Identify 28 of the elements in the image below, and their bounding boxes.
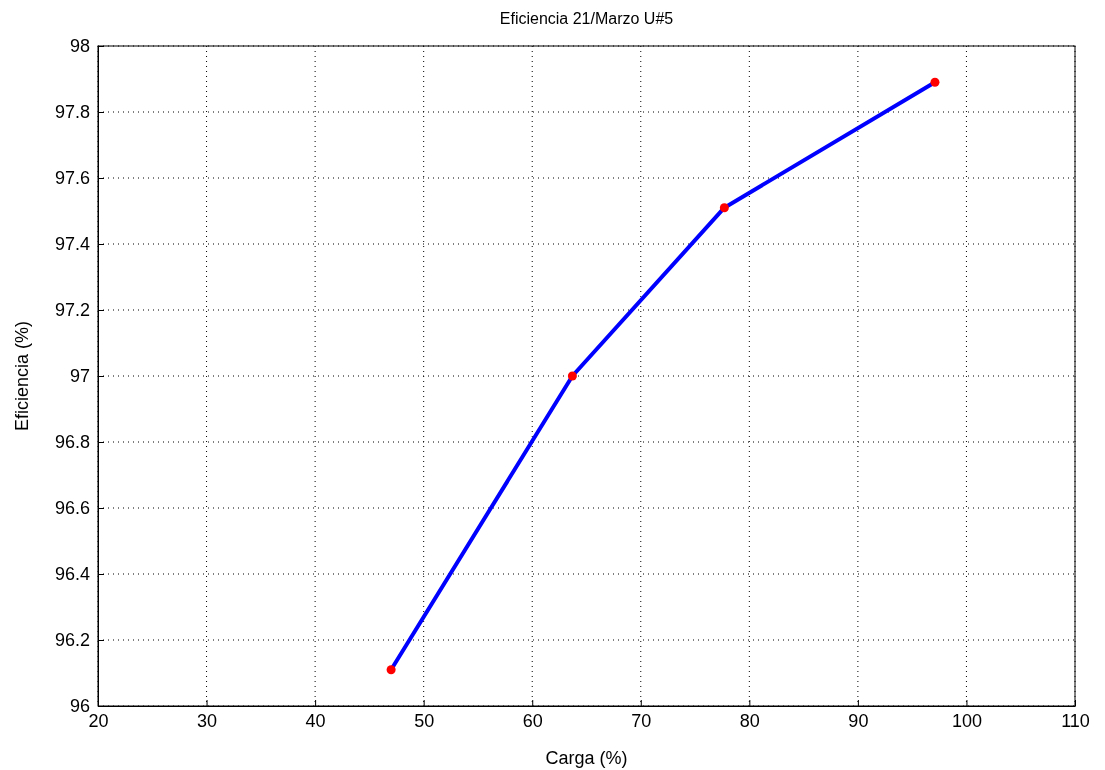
y-tick-label: 96.6 bbox=[54, 498, 90, 519]
x-tick-label: 60 bbox=[522, 710, 543, 731]
y-axis-title: Eficiencia (%) bbox=[12, 320, 32, 432]
y-tick-label: 96.8 bbox=[54, 432, 90, 453]
x-tick-label: 90 bbox=[848, 710, 869, 731]
x-axis-title: Carga (%) bbox=[545, 748, 628, 768]
point bbox=[930, 77, 940, 87]
y-tick-label: 96 bbox=[69, 696, 90, 717]
y-tick-label: 98 bbox=[69, 36, 90, 57]
point bbox=[719, 203, 729, 213]
y-tick-label: 97 bbox=[69, 366, 90, 387]
x-tick-label: 50 bbox=[414, 710, 435, 731]
point bbox=[386, 665, 396, 675]
x-tick-label: 20 bbox=[88, 710, 109, 731]
x-tick-label: 110 bbox=[1061, 710, 1090, 731]
y-tick-label: 97.2 bbox=[54, 300, 90, 321]
x-tick-label: 30 bbox=[197, 710, 218, 731]
chart-title: Eficiencia 21/Marzo U#5 bbox=[499, 10, 674, 27]
y-tick-label: 96.2 bbox=[54, 630, 90, 651]
y-tick-label: 97.4 bbox=[54, 234, 90, 255]
x-tick-label: 100 bbox=[951, 710, 982, 731]
y-tick-label: 96.4 bbox=[54, 564, 90, 585]
x-tick-label: 80 bbox=[739, 710, 760, 731]
point bbox=[567, 371, 577, 381]
x-tick-label: 70 bbox=[631, 710, 652, 731]
x-tick-label: 40 bbox=[305, 710, 326, 731]
y-tick-label: 97.6 bbox=[54, 168, 90, 189]
y-tick-label: 97.8 bbox=[54, 102, 90, 123]
